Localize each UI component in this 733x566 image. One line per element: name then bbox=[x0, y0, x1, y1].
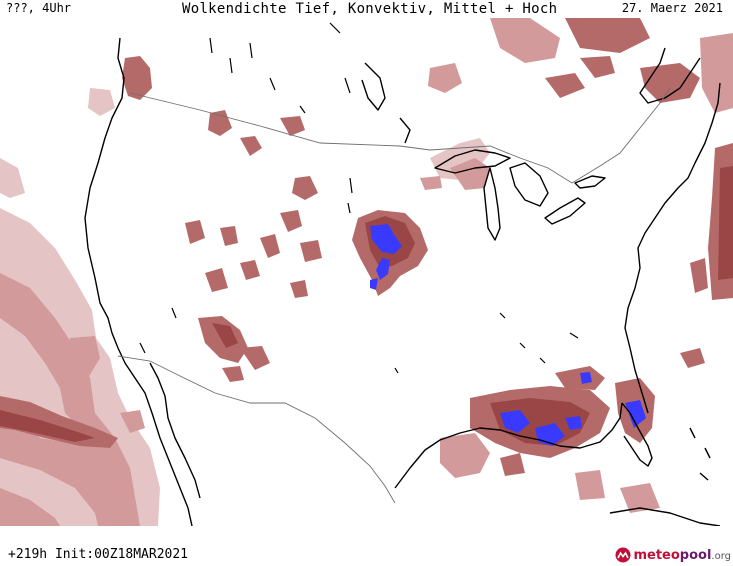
logo-text-pool: pool bbox=[679, 547, 712, 563]
cloud-area-atlantic bbox=[680, 143, 733, 368]
cloud-area-great-lakes bbox=[420, 18, 733, 190]
cloud-area-pacific bbox=[0, 158, 160, 526]
cloud-area-gulf-coast bbox=[440, 366, 660, 513]
cloud-area-southwest bbox=[198, 316, 270, 382]
footer-bar: +219h Init:00Z18MAR2021 meteopool.org bbox=[0, 540, 733, 566]
lakes-layer bbox=[139, 22, 579, 374]
border-layer bbox=[117, 87, 671, 504]
coastline-layer bbox=[84, 37, 721, 526]
header-forecast-time: ???, 4Uhr bbox=[6, 1, 72, 15]
meteopool-logo: meteopool.org bbox=[615, 545, 731, 565]
cloud-area-northwest bbox=[88, 56, 322, 298]
cloud-area-central-plains bbox=[352, 210, 428, 296]
run-info: +219h Init:00Z18MAR2021 bbox=[8, 547, 189, 562]
logo-text-meteo: meteo bbox=[633, 547, 680, 563]
map-title: Wolkendichte Tief, Konvektiv, Mittel + H… bbox=[182, 1, 558, 17]
meteopool-logo-icon bbox=[615, 547, 631, 563]
header-date: 27. Maerz 2021 bbox=[621, 1, 723, 15]
header-bar: ???, 4Uhr Wolkendichte Tief, Konvektiv, … bbox=[0, 0, 733, 18]
cloud-density-map bbox=[0, 18, 733, 526]
logo-text-org: .org bbox=[711, 550, 731, 562]
